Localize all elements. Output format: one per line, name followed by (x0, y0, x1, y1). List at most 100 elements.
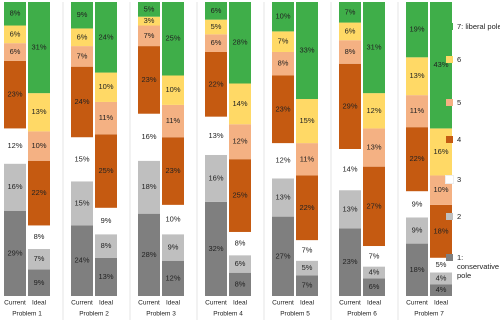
bar-segment (162, 260, 184, 296)
group-label: Problem 5 (280, 311, 310, 318)
bar-segment (406, 127, 428, 192)
data-label: 23% (141, 75, 156, 84)
data-label: 29% (342, 101, 357, 110)
bar-segment (4, 163, 26, 211)
data-label: 24% (74, 97, 89, 106)
bar-segment (71, 66, 93, 138)
bar-segment (162, 75, 184, 105)
bar-segment (95, 101, 117, 135)
bar-segment (272, 2, 294, 32)
data-label: 8% (235, 239, 246, 248)
bar-segment (4, 60, 26, 129)
bar-segment (95, 257, 117, 296)
legend-label: 5 (457, 98, 462, 107)
data-label: 6% (211, 38, 222, 47)
data-label: 31% (366, 43, 381, 52)
data-label: 23% (165, 166, 180, 175)
bar-segment (138, 16, 160, 26)
data-label: 7% (34, 254, 45, 263)
data-label: 6% (235, 259, 246, 268)
data-label: 8% (10, 9, 21, 18)
data-label: 6% (10, 29, 21, 38)
bar-segment (205, 34, 227, 52)
data-label: 10% (433, 185, 448, 194)
bar-segment (272, 75, 294, 144)
data-label: 12% (165, 273, 180, 282)
bar-segment (272, 178, 294, 217)
bar-segment (296, 143, 318, 176)
data-label: 10% (275, 12, 290, 21)
legend-swatch (446, 254, 453, 261)
bar-segment (430, 257, 452, 273)
data-label: 19% (409, 25, 424, 34)
data-label: 6% (211, 6, 222, 15)
data-label: 13% (208, 131, 223, 140)
data-label: 13% (409, 71, 424, 80)
bar-segment (4, 25, 26, 44)
data-label: 10% (165, 215, 180, 224)
data-label: 29% (7, 248, 22, 257)
bar-segment (205, 154, 227, 202)
bar-segment (95, 134, 117, 208)
data-label: 25% (98, 166, 113, 175)
data-label: 9% (77, 10, 88, 19)
bar-segment (95, 2, 117, 73)
group-label: Problem 7 (414, 311, 444, 318)
data-label: 24% (98, 32, 113, 41)
data-label: 7% (302, 245, 313, 254)
bar-segment (71, 28, 93, 47)
bar-segment (229, 124, 251, 160)
data-label: 15% (74, 154, 89, 163)
bar-segment (28, 2, 50, 94)
data-label: 13% (275, 192, 290, 201)
bar-segment (406, 95, 428, 128)
data-label: 12% (232, 137, 247, 146)
data-label: 6% (77, 32, 88, 41)
data-label: 28% (141, 250, 156, 259)
bar-segment (272, 31, 294, 52)
bar-segment (406, 191, 428, 218)
data-label: 4% (436, 273, 447, 282)
bar-segment (363, 278, 385, 296)
data-label: 5% (211, 22, 222, 31)
bar-label: Current (205, 300, 227, 307)
data-label: 22% (299, 203, 314, 212)
bar-segment (229, 255, 251, 273)
bar-segment (4, 43, 26, 61)
bar-segment (138, 160, 160, 214)
bar-segment (363, 266, 385, 279)
bar-label: Current (138, 300, 160, 307)
legend-label: 3 (457, 175, 462, 184)
data-label: 23% (275, 104, 290, 113)
bar-segment (71, 46, 93, 67)
data-label: 12% (275, 156, 290, 165)
bar-segment (95, 207, 117, 235)
group-label: Problem 3 (146, 311, 176, 318)
legend-swatch (445, 175, 454, 184)
bar-segment (339, 40, 361, 64)
data-label: 32% (208, 244, 223, 253)
legend-swatch (446, 213, 453, 220)
bar-segment (28, 93, 50, 132)
data-label: 22% (208, 79, 223, 88)
data-label: 10% (31, 141, 46, 150)
bar-segment (272, 51, 294, 76)
bar-segment (363, 93, 385, 129)
data-label: 6% (345, 26, 356, 35)
data-label: 8% (34, 232, 45, 241)
bar-segment (138, 25, 160, 47)
bar-segment (363, 128, 385, 167)
bar-segment (138, 46, 160, 114)
bar-segment (28, 225, 50, 249)
bar-segment (4, 2, 26, 26)
bar-label: Ideal (233, 300, 248, 307)
bar-label: Ideal (99, 300, 114, 307)
data-label: 23% (342, 257, 357, 266)
data-label: 22% (31, 188, 46, 197)
data-label: 7% (77, 51, 88, 60)
data-label: 14% (342, 165, 357, 174)
data-label: 9% (101, 216, 112, 225)
data-label: 28% (232, 38, 247, 47)
bar-segment (205, 201, 227, 296)
